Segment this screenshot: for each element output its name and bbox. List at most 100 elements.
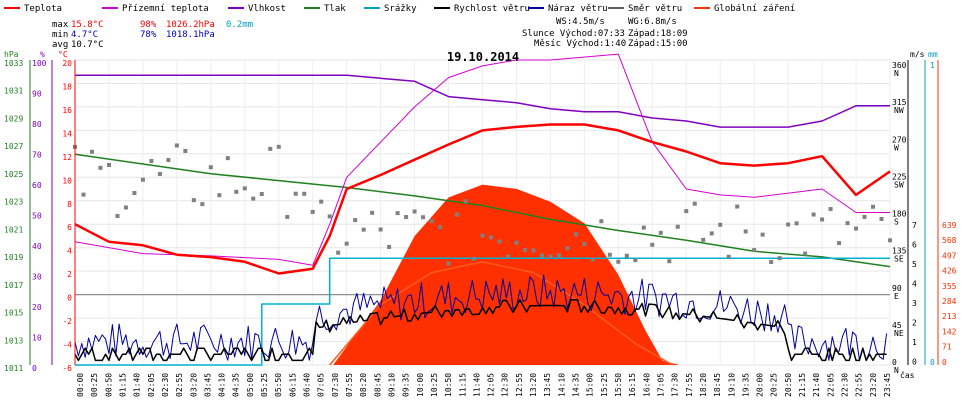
wind-dir-dot xyxy=(607,252,612,257)
x-tick-label: 02:30 xyxy=(161,373,170,397)
wind-dir-dot xyxy=(718,222,723,227)
wind-dir-dot xyxy=(811,212,816,217)
legend-label: Globální záření xyxy=(714,4,795,14)
ms-tick: 6 xyxy=(912,241,917,250)
dir-tick: 180 xyxy=(892,210,907,219)
wind-dir-dot xyxy=(854,226,859,231)
wm2-tick: 142 xyxy=(942,327,957,336)
wind-dir-dot xyxy=(539,253,544,258)
dir-label: E xyxy=(894,292,899,301)
stat-pressure: 1026.2hPa xyxy=(166,20,215,30)
wind-dir-dot xyxy=(140,177,145,182)
stat-temp: 4.7°C xyxy=(71,30,98,40)
mm-tick: 1 xyxy=(930,61,935,70)
stat-humidity: 78% xyxy=(140,30,157,40)
wind-dir-dot xyxy=(590,257,595,262)
x-tick-label: 00:25 xyxy=(90,373,99,397)
wind-dir-dot xyxy=(888,238,892,243)
wind-dir-dot xyxy=(191,198,196,203)
wind-dir-dot xyxy=(820,217,825,222)
wind-dir-dot xyxy=(633,258,638,263)
wind-dir-dot xyxy=(327,214,332,219)
wind-dir-dot xyxy=(641,225,646,230)
wind-dir-dot xyxy=(353,218,358,223)
axis-unit-mm: mm xyxy=(928,50,938,59)
wind-dir-dot xyxy=(123,205,128,210)
wind-dir-dot xyxy=(344,241,349,246)
wind-dir-dot xyxy=(310,209,315,214)
temp-tick: 10 xyxy=(62,176,72,185)
wind-dir-dot xyxy=(242,186,247,191)
hpa-tick: 1023 xyxy=(4,198,23,207)
axes: hPa% °C1033103110291027102510231021101910… xyxy=(4,50,957,375)
wind-dir-dot xyxy=(879,216,884,221)
x-tick-label: 04:35 xyxy=(232,373,241,397)
wind-dir-dot xyxy=(217,193,222,198)
x-tick-label: 15:00 xyxy=(586,373,595,397)
legend-label: Vlhkost xyxy=(248,4,286,14)
wind-dir-dot xyxy=(149,158,154,163)
legend: Teplota Přízemní teplota Vlhkost Tlak Srážky… xyxy=(4,4,795,14)
ms-tick: 1 xyxy=(912,338,917,347)
wind-dir-dot xyxy=(421,215,426,220)
x-tick-label: 15:25 xyxy=(600,373,609,397)
ms-tick: 4 xyxy=(912,280,917,289)
wm2-tick: 284 xyxy=(942,297,957,306)
wind-dir-dot xyxy=(735,204,740,209)
wind-dir-dot xyxy=(675,224,680,229)
wind-dir-dot xyxy=(412,209,417,214)
wind-dir-dot xyxy=(582,242,587,247)
wind-dir-dot xyxy=(225,156,230,161)
x-tick-label: 17:55 xyxy=(685,373,694,397)
x-tick-label: 17:05 xyxy=(657,373,666,397)
wind-dir-dot xyxy=(862,214,867,219)
x-tick-label: 00:00 xyxy=(76,373,85,397)
legend-label: Náraz větru xyxy=(548,4,608,14)
wind-dir-dot xyxy=(616,259,621,264)
x-tick-label: 15:50 xyxy=(614,373,623,397)
wind-dir-dot xyxy=(166,158,171,163)
wind-dir-dot xyxy=(624,253,629,258)
humidity-tick: 100 xyxy=(32,59,47,68)
x-tick-label: 07:30 xyxy=(331,373,340,397)
wind-dir-dot xyxy=(505,254,510,259)
dir-tick: 90 xyxy=(892,284,902,293)
dir-tick: 315 xyxy=(892,98,907,107)
humidity-tick: 80 xyxy=(32,120,42,129)
wind-dir-dot xyxy=(548,254,553,259)
sunrise: Slunce Východ:07:33 xyxy=(522,29,625,39)
ms-tick: 7 xyxy=(912,221,917,230)
x-tick-label: 06:15 xyxy=(288,373,297,397)
wm2-tick: 639 xyxy=(942,221,957,230)
stat-temp: 10.7°C xyxy=(71,40,104,50)
x-axis-label: čas xyxy=(900,370,915,380)
dir-tick: 135 xyxy=(892,247,907,256)
wm2-tick: 213 xyxy=(942,312,957,321)
axis-unit-hpa: hPa xyxy=(4,50,19,59)
humidity-tick: 20 xyxy=(32,303,42,312)
wind-dir-dot xyxy=(573,232,578,237)
x-tick-label: 07:05 xyxy=(317,373,326,397)
wind-dir-dot xyxy=(89,149,94,154)
x-tick-label: 11:40 xyxy=(472,373,481,397)
x-tick-label: 02:55 xyxy=(175,373,184,397)
moonrise: Měsíc Východ:1:40 xyxy=(534,39,626,49)
dir-tick: 225 xyxy=(892,172,907,181)
rain-line xyxy=(75,257,890,366)
wind-dir-dot xyxy=(446,261,451,266)
legend-label: Rychlost větru xyxy=(454,4,530,14)
x-tick-label: 17:30 xyxy=(671,373,680,397)
wind-dir-dot xyxy=(667,259,672,264)
stat-humidity: 98% xyxy=(140,20,157,30)
wind-dir-dot xyxy=(760,232,765,237)
wind-gust-max: WG:6.8m/s xyxy=(628,17,677,27)
x-tick-label: 10:25 xyxy=(430,373,439,397)
humidity-tick: 50 xyxy=(32,212,42,221)
mm-tick: 0 xyxy=(930,358,935,367)
temp-tick: -2 xyxy=(62,317,72,326)
sunset: Západ:18:09 xyxy=(628,29,688,39)
wm2-tick: 497 xyxy=(942,251,957,260)
wind-dir-dot xyxy=(837,241,842,246)
wind-dir-dot xyxy=(871,204,876,209)
